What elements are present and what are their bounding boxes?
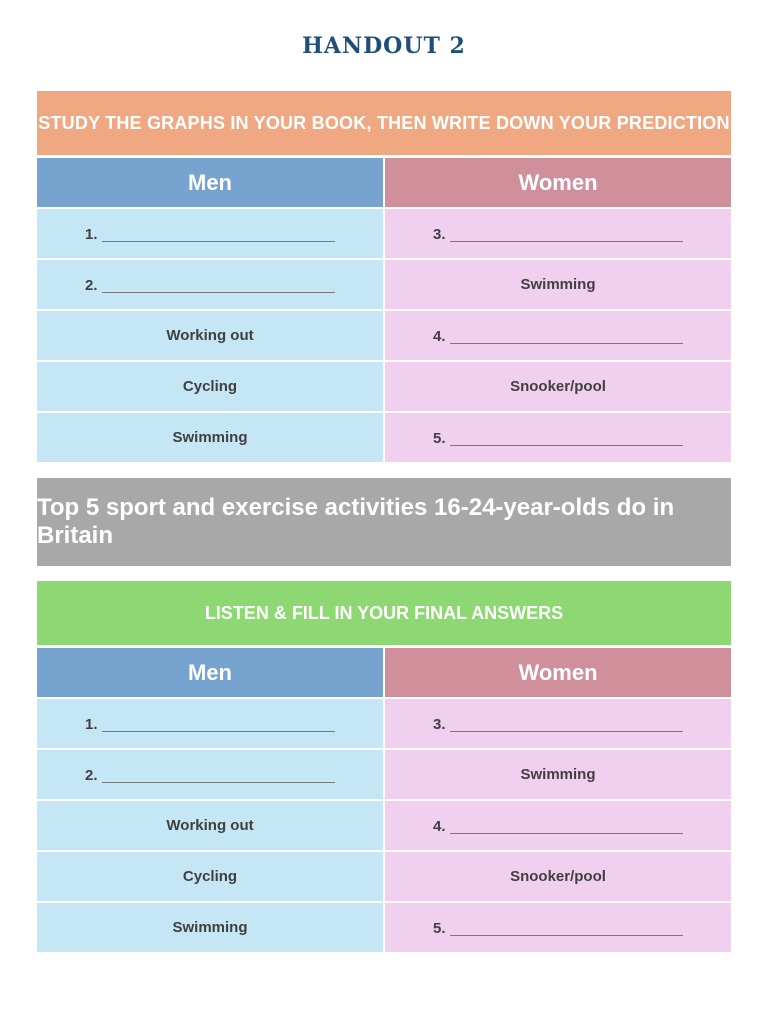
final-answers-table: Men Women 1. 3. 2. Swimming Working out [37, 648, 731, 952]
prediction-men-header: Men [37, 158, 383, 207]
answer-blank[interactable]: 3. [433, 224, 683, 244]
prediction-women-row-4: Snooker/pool [385, 362, 731, 411]
prediction-men-row-3: Working out [37, 311, 383, 360]
blank-line [101, 291, 335, 293]
prediction-women-row-3[interactable]: 4. [385, 311, 731, 360]
blank-number: 5. [433, 429, 446, 447]
prediction-table: Men Women 1. 3. 2. Swimming Working out [37, 158, 731, 462]
blank-number: 3. [433, 225, 446, 243]
final-men-row-3: Working out [37, 801, 383, 850]
blank-number: 5. [433, 919, 446, 937]
blank-line [449, 730, 683, 732]
final-men-row-4: Cycling [37, 852, 383, 901]
final-men-row-2[interactable]: 2. [37, 750, 383, 799]
answer-blank[interactable]: 4. [433, 816, 683, 836]
blank-line [449, 240, 683, 242]
blank-number: 1. [85, 225, 98, 243]
answer-blank[interactable]: 1. [85, 224, 335, 244]
blank-line [449, 934, 683, 936]
blank-line [101, 730, 335, 732]
prediction-men-row-1[interactable]: 1. [37, 209, 383, 258]
final-men-header: Men [37, 648, 383, 697]
final-women-header: Women [385, 648, 731, 697]
page-title: HANDOUT 2 [302, 33, 466, 59]
final-women-row-2: Swimming [385, 750, 731, 799]
final-women-row-5[interactable]: 5. [385, 903, 731, 952]
final-men-row-1[interactable]: 1. [37, 699, 383, 748]
blank-number: 1. [85, 715, 98, 733]
prediction-women-row-1[interactable]: 3. [385, 209, 731, 258]
blank-number: 2. [85, 276, 98, 294]
answer-blank[interactable]: 4. [433, 326, 683, 346]
prediction-men-row-5: Swimming [37, 413, 383, 462]
activities-heading-banner: Top 5 sport and exercise activities 16-2… [37, 478, 731, 566]
blank-line [449, 342, 683, 344]
answer-blank[interactable]: 1. [85, 714, 335, 734]
answer-blank[interactable]: 5. [433, 918, 683, 938]
answer-blank[interactable]: 2. [85, 765, 335, 785]
prediction-women-row-2: Swimming [385, 260, 731, 309]
blank-number: 2. [85, 766, 98, 784]
blank-line [101, 240, 335, 242]
final-men-row-5: Swimming [37, 903, 383, 952]
blank-line [449, 444, 683, 446]
blank-line [101, 781, 335, 783]
answer-blank[interactable]: 2. [85, 275, 335, 295]
prediction-women-row-5[interactable]: 5. [385, 413, 731, 462]
prediction-instruction-banner: STUDY THE GRAPHS IN YOUR BOOK, THEN WRIT… [37, 91, 731, 155]
final-women-row-4: Snooker/pool [385, 852, 731, 901]
blank-number: 3. [433, 715, 446, 733]
prediction-men-row-2[interactable]: 2. [37, 260, 383, 309]
answer-blank[interactable]: 5. [433, 428, 683, 448]
blank-number: 4. [433, 817, 446, 835]
final-women-row-1[interactable]: 3. [385, 699, 731, 748]
blank-number: 4. [433, 327, 446, 345]
answer-blank[interactable]: 3. [433, 714, 683, 734]
prediction-men-row-4: Cycling [37, 362, 383, 411]
prediction-women-header: Women [385, 158, 731, 207]
final-women-row-3[interactable]: 4. [385, 801, 731, 850]
final-answers-banner: LISTEN & FILL IN YOUR FINAL ANSWERS [37, 581, 731, 645]
blank-line [449, 832, 683, 834]
